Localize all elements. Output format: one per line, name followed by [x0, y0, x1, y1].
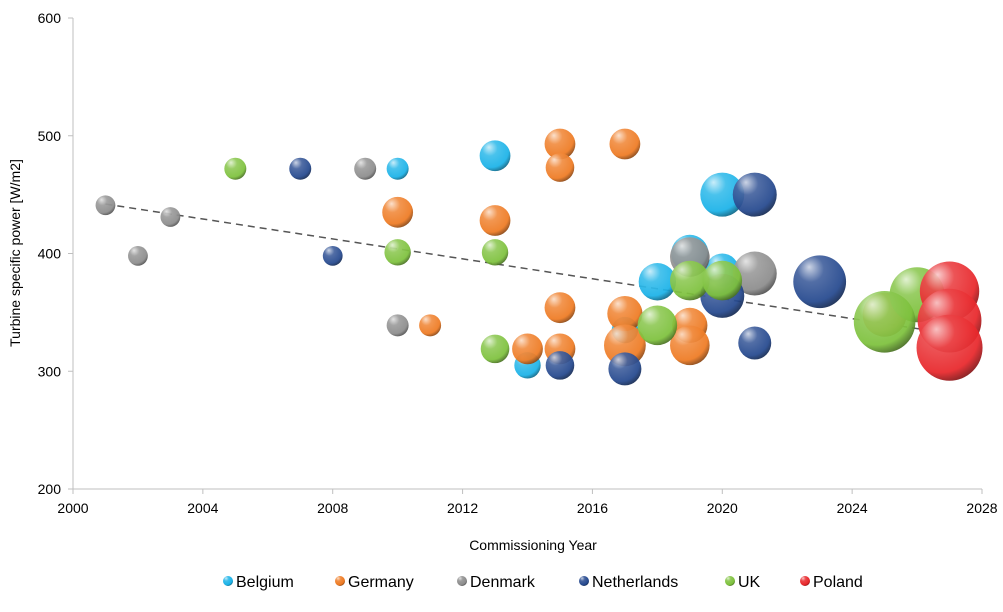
legend-item-germany: Germany — [335, 574, 414, 591]
x-axis-ticks: 2000 2004 2008 2012 2016 2020 2024 2028 — [57, 489, 998, 516]
legend-item-poland: Poland — [800, 574, 863, 591]
legend: Belgium Germany Denmark Netherlands UK Poland — [223, 574, 863, 591]
legend-marker-denmark — [457, 576, 467, 586]
bubble-netherlands — [793, 255, 847, 309]
y-tick-label: 300 — [38, 363, 62, 379]
bubbles-group — [95, 128, 983, 386]
legend-label-uk: UK — [738, 574, 761, 591]
bubble-germany — [545, 153, 575, 182]
bubble-uk — [384, 239, 411, 266]
legend-label-denmark: Denmark — [470, 574, 536, 591]
bubble-germany — [419, 314, 442, 337]
bubble-uk — [853, 290, 916, 353]
bubble-uk — [702, 260, 743, 301]
x-tick-label: 2008 — [317, 500, 348, 516]
bubble-uk — [224, 157, 247, 180]
bubble-netherlands — [738, 326, 772, 360]
x-tick-label: 2012 — [447, 500, 478, 516]
axes: 2000 2004 2008 2012 2016 2020 2024 2028 200 300 4… — [38, 10, 998, 516]
legend-item-belgium: Belgium — [223, 574, 294, 591]
legend-marker-belgium — [223, 576, 233, 586]
legend-label-netherlands: Netherlands — [592, 574, 678, 591]
bubble-denmark — [354, 157, 377, 180]
legend-item-uk: UK — [725, 574, 761, 591]
bubble-netherlands — [289, 157, 312, 180]
bubble-germany — [609, 128, 641, 160]
bubble-germany — [382, 196, 414, 228]
legend-item-denmark: Denmark — [457, 574, 536, 591]
bubble-germany — [603, 324, 646, 367]
legend-item-netherlands: Netherlands — [579, 574, 678, 591]
legend-marker-netherlands — [579, 576, 589, 586]
bubble-germany — [512, 333, 543, 365]
bubble-uk — [480, 334, 510, 364]
bubble-germany — [544, 128, 576, 160]
bubble-denmark — [160, 207, 181, 227]
bubble-belgium — [386, 157, 409, 180]
trendline-group — [105, 203, 950, 335]
trendline — [105, 203, 950, 335]
y-tick-label: 200 — [38, 481, 62, 497]
bubble-germany — [670, 325, 710, 366]
bubble-uk — [481, 239, 509, 266]
y-tick-label: 600 — [38, 10, 62, 26]
bubble-poland — [916, 314, 983, 381]
bubble-denmark — [386, 314, 409, 337]
legend-label-poland: Poland — [813, 574, 863, 591]
bubble-denmark — [732, 251, 777, 296]
x-tick-label: 2020 — [707, 500, 738, 516]
bubble-germany — [607, 295, 643, 332]
x-tick-label: 2016 — [577, 500, 608, 516]
x-tick-label: 2000 — [57, 500, 88, 516]
legend-marker-poland — [800, 576, 810, 586]
bubble-netherlands — [545, 351, 575, 380]
y-axis-ticks: 200 300 400 500 600 — [38, 10, 73, 497]
y-tick-label: 400 — [38, 246, 62, 262]
x-tick-label: 2004 — [187, 500, 218, 516]
legend-marker-uk — [725, 576, 735, 586]
legend-marker-germany — [335, 576, 345, 586]
bubble-uk — [670, 260, 710, 301]
bubble-belgium — [700, 172, 745, 217]
bubble-belgium — [479, 140, 511, 172]
bubble-netherlands — [732, 172, 777, 217]
bubble-denmark — [128, 245, 148, 266]
bubble-denmark — [95, 195, 116, 216]
x-tick-label: 2028 — [966, 500, 997, 516]
legend-label-belgium: Belgium — [236, 574, 294, 591]
legend-label-germany: Germany — [348, 574, 414, 591]
bubble-belgium — [638, 263, 677, 301]
y-tick-label: 500 — [38, 128, 62, 144]
bubble-uk — [637, 305, 678, 346]
bubble-germany — [479, 205, 511, 236]
y-axis-title: Turbine specific power [W/m2] — [7, 159, 23, 347]
bubble-germany — [544, 292, 576, 324]
bubble-netherlands — [608, 352, 642, 386]
bubble-netherlands — [322, 245, 343, 266]
x-tick-label: 2024 — [837, 500, 868, 516]
x-axis-title: Commissioning Year — [469, 537, 597, 553]
